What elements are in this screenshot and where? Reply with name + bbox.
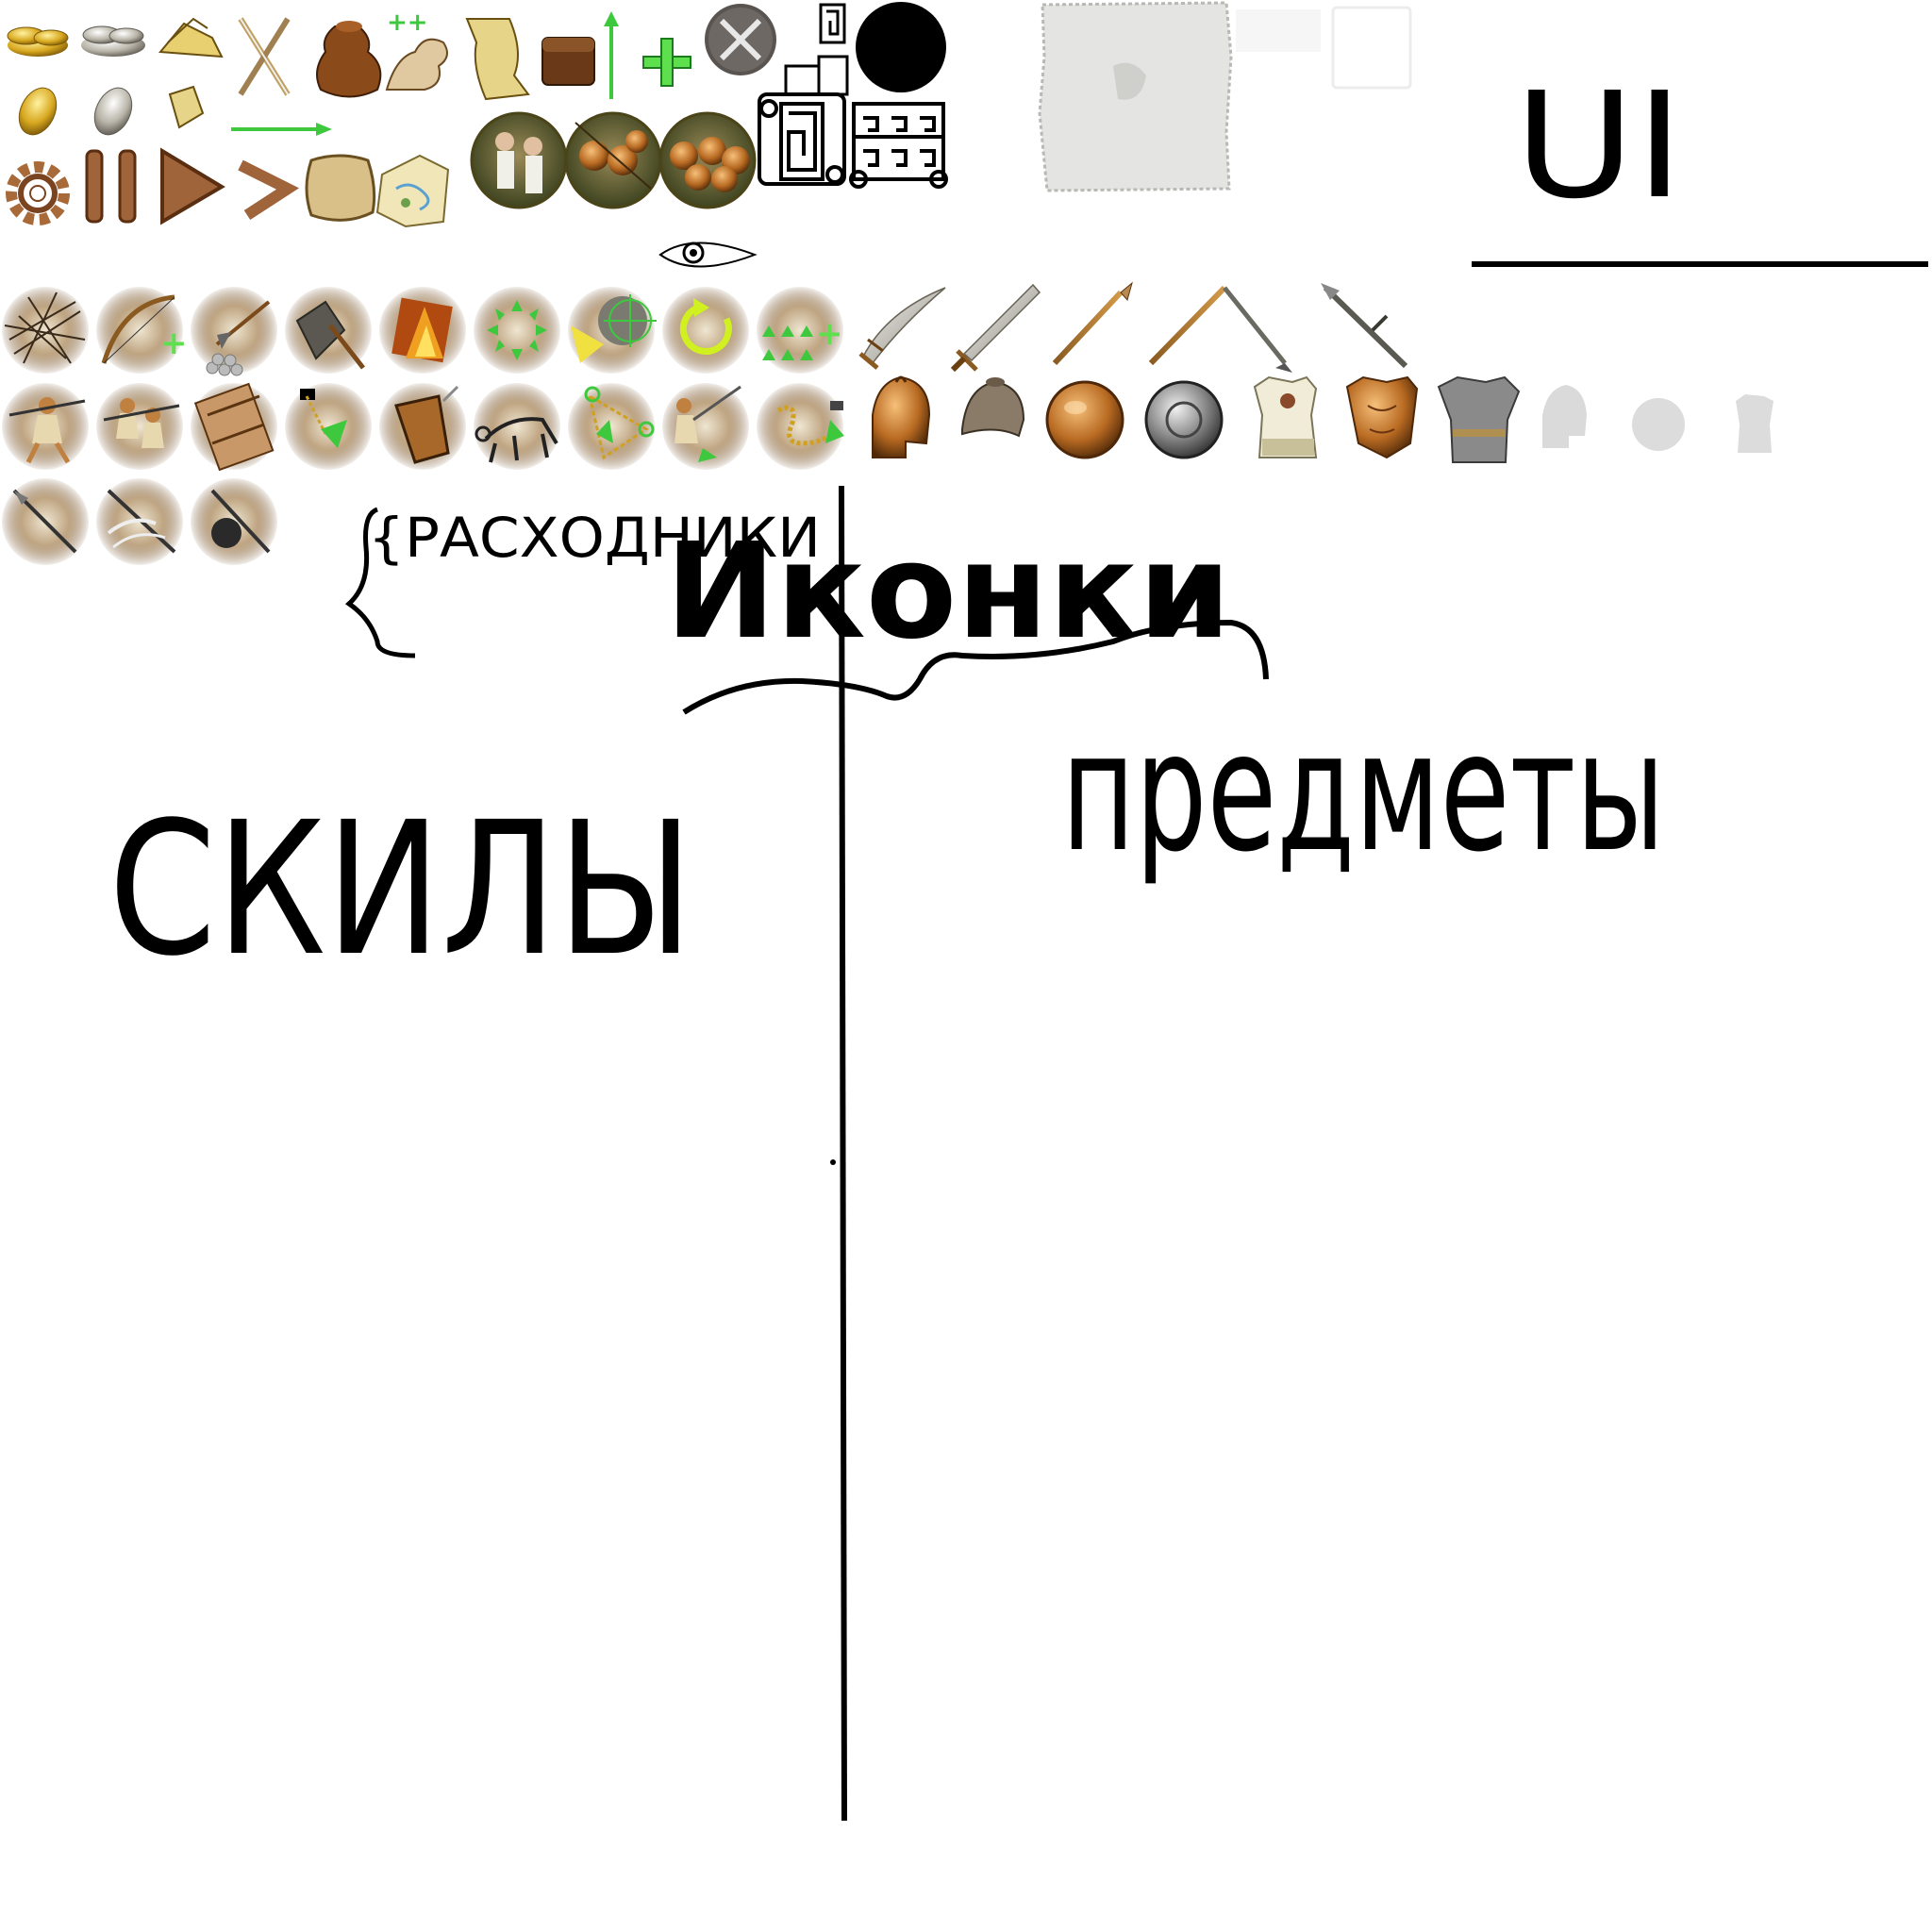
strength-arm-plus-icon: ++ — [385, 8, 448, 91]
throw-skill-icon — [662, 383, 749, 470]
unit-group-portrait-1 — [470, 111, 568, 209]
formation-plus-skill-icon: + — [757, 287, 843, 374]
greek-key-column — [758, 92, 846, 186]
short-sword-icon — [950, 283, 1041, 373]
greek-key-frame — [849, 102, 948, 189]
svg-text:+: + — [816, 315, 843, 353]
ui-label: UI — [1514, 60, 1684, 231]
shield-wall-portrait — [658, 111, 757, 209]
section-divider — [839, 485, 847, 1822]
weapon-icons — [858, 281, 1408, 373]
small-resource-icons — [18, 85, 332, 136]
rotate-skill-icon — [662, 287, 749, 374]
helmet-placeholder-icon — [1542, 385, 1587, 448]
blank-square-panel — [1331, 6, 1412, 90]
unit-group-portrait-2 — [564, 111, 662, 209]
cap-helmet-icon — [961, 377, 1025, 438]
close-round-button-icon — [705, 4, 776, 75]
bomb-spear-skill-icon — [191, 478, 277, 565]
eye-icon — [658, 242, 758, 268]
shield-placeholder-icon — [1632, 398, 1685, 451]
green-plus-icon — [642, 38, 691, 87]
long-dagger-icon — [1321, 283, 1408, 369]
scroll-pile-icon — [158, 17, 224, 58]
sack-icon — [305, 154, 376, 222]
ink-dot — [830, 1159, 836, 1165]
blank-white-panel — [1236, 9, 1321, 52]
play-icon — [160, 147, 225, 225]
crawl-skill-icon — [474, 383, 560, 470]
aim-target-skill-icon — [568, 287, 657, 374]
green-arrow-up-icon — [604, 11, 619, 99]
iron-shield-icon — [1144, 380, 1224, 459]
fast-forward-icon — [238, 159, 300, 221]
armor-placeholder-icon — [1736, 394, 1774, 453]
double-spear-icon — [1148, 285, 1292, 373]
route-skill-icon — [568, 383, 655, 470]
parchment-panel — [1038, 1, 1233, 192]
frame-pieces — [758, 1, 1412, 192]
bronze-shield-icon — [1045, 380, 1124, 459]
skill-icons: + — [2, 287, 844, 565]
gold-coins-icon — [7, 26, 69, 57]
shield-skill-icon — [379, 383, 466, 470]
control-icons — [6, 147, 450, 228]
scroll-icon — [465, 18, 530, 101]
map-icon — [375, 154, 450, 228]
waypoint-skill-icon — [285, 383, 372, 470]
resource-icons: ++ — [7, 4, 776, 101]
coin-bag-icon — [316, 21, 382, 98]
charge-skill-icon — [2, 383, 89, 470]
consumables-brace — [344, 507, 416, 658]
wind-spear-skill-icon — [96, 478, 183, 565]
volley-arrows-skill-icon — [2, 287, 89, 374]
curved-sword-icon — [858, 287, 946, 370]
pause-icon — [85, 149, 137, 224]
spear-icon — [1052, 281, 1133, 366]
crossed-swords-icon — [238, 17, 291, 96]
gear-icon — [6, 161, 70, 225]
items-label: предметы — [1061, 697, 1665, 889]
annotations: {РАСХОДНИКИ Иконки СКИЛЫ предметы — [108, 485, 1665, 1822]
linen-armor-icon — [1253, 375, 1318, 458]
green-arrow-right-icon — [231, 123, 332, 136]
skills-label: СКИЛЫ — [108, 782, 693, 996]
bow-plus-skill-icon: + — [96, 287, 188, 374]
chainmail-icon — [1437, 375, 1521, 463]
icons-brace — [682, 619, 1269, 715]
snake-path-skill-icon — [757, 383, 844, 470]
consumables-label: {РАСХОДНИКИ — [368, 506, 821, 570]
svg-text:++: ++ — [387, 8, 428, 37]
icons-label: Иконки — [665, 515, 1231, 669]
black-circle — [856, 2, 946, 92]
silver-coins-icon — [81, 25, 145, 57]
unit-portraits — [470, 111, 757, 209]
ui-heading: UI — [1472, 60, 1928, 267]
barricade-skill-icon — [191, 382, 277, 472]
small-scroll-icon — [168, 85, 205, 129]
stone-ammo-skill-icon — [191, 287, 277, 376]
treasure-chest-icon — [541, 37, 595, 86]
corinthian-helmet-icon — [872, 375, 931, 458]
silver-coin-icon — [93, 87, 133, 136]
svg-text:+: + — [160, 325, 188, 362]
gold-coin-icon — [18, 87, 58, 136]
armor-icons — [872, 375, 1774, 463]
spear-skill-icon — [2, 478, 89, 565]
greek-key-corner — [784, 3, 849, 96]
scatter-formation-skill-icon — [474, 287, 560, 374]
axe-skill-icon — [285, 287, 372, 374]
bronze-cuirass-icon — [1345, 375, 1419, 459]
fire-skill-icon — [379, 287, 466, 374]
double-charge-skill-icon — [96, 383, 183, 470]
